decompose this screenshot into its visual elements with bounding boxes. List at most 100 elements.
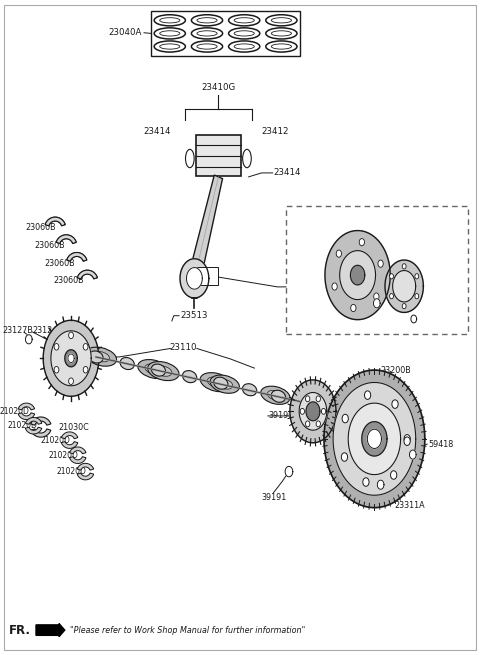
Ellipse shape xyxy=(341,453,348,461)
Ellipse shape xyxy=(359,238,364,246)
Polygon shape xyxy=(77,271,97,279)
Ellipse shape xyxy=(197,18,217,23)
Text: 23060B: 23060B xyxy=(44,259,75,268)
Ellipse shape xyxy=(316,421,321,427)
Polygon shape xyxy=(25,427,42,434)
Ellipse shape xyxy=(271,390,286,402)
Ellipse shape xyxy=(404,435,410,443)
Ellipse shape xyxy=(415,293,419,299)
Ellipse shape xyxy=(392,400,398,408)
Polygon shape xyxy=(187,268,203,289)
Bar xyxy=(151,11,300,56)
Polygon shape xyxy=(45,217,65,226)
Ellipse shape xyxy=(154,41,185,52)
Text: 23226B: 23226B xyxy=(354,316,385,326)
Ellipse shape xyxy=(92,352,109,362)
Polygon shape xyxy=(56,235,76,244)
Ellipse shape xyxy=(89,351,103,363)
Ellipse shape xyxy=(160,31,180,36)
Ellipse shape xyxy=(242,384,257,396)
Ellipse shape xyxy=(316,396,321,402)
Ellipse shape xyxy=(390,274,394,279)
Polygon shape xyxy=(377,480,384,489)
Polygon shape xyxy=(51,331,91,386)
Ellipse shape xyxy=(242,149,252,168)
Polygon shape xyxy=(340,251,375,299)
Ellipse shape xyxy=(300,409,304,415)
Text: 23040A: 23040A xyxy=(108,28,142,37)
Bar xyxy=(196,267,218,285)
Polygon shape xyxy=(77,271,97,279)
Polygon shape xyxy=(285,466,293,477)
Ellipse shape xyxy=(85,347,117,366)
Text: 23211B: 23211B xyxy=(324,226,355,235)
Ellipse shape xyxy=(415,274,419,279)
Polygon shape xyxy=(411,315,417,323)
Polygon shape xyxy=(367,429,382,449)
Polygon shape xyxy=(324,370,425,508)
Text: 23510: 23510 xyxy=(327,282,355,291)
Ellipse shape xyxy=(261,386,290,404)
Ellipse shape xyxy=(192,14,223,26)
Ellipse shape xyxy=(182,371,197,383)
Polygon shape xyxy=(373,299,380,308)
Text: 23060B: 23060B xyxy=(25,223,56,233)
Ellipse shape xyxy=(266,28,297,39)
Text: 39190A: 39190A xyxy=(269,411,300,421)
Text: 39191: 39191 xyxy=(261,493,286,502)
Text: 23110: 23110 xyxy=(169,343,197,352)
Polygon shape xyxy=(56,235,76,244)
Ellipse shape xyxy=(390,293,394,299)
Polygon shape xyxy=(362,422,387,456)
Polygon shape xyxy=(67,253,87,261)
Polygon shape xyxy=(180,259,209,298)
Polygon shape xyxy=(77,473,94,480)
Polygon shape xyxy=(18,413,35,420)
Ellipse shape xyxy=(192,28,223,39)
Ellipse shape xyxy=(185,149,194,168)
Ellipse shape xyxy=(207,377,225,387)
Ellipse shape xyxy=(160,44,180,49)
Ellipse shape xyxy=(160,18,180,23)
Ellipse shape xyxy=(374,293,379,300)
Polygon shape xyxy=(385,260,423,312)
Text: 21020D: 21020D xyxy=(7,421,37,430)
Ellipse shape xyxy=(228,41,260,52)
Ellipse shape xyxy=(197,44,217,49)
Ellipse shape xyxy=(145,364,162,374)
Text: 59418: 59418 xyxy=(429,440,454,449)
Polygon shape xyxy=(189,175,223,281)
Ellipse shape xyxy=(271,18,291,23)
Ellipse shape xyxy=(69,332,73,339)
Text: 21020D: 21020D xyxy=(41,436,71,445)
Polygon shape xyxy=(299,392,327,430)
Polygon shape xyxy=(325,231,390,320)
Ellipse shape xyxy=(234,31,254,36)
Ellipse shape xyxy=(336,250,341,257)
Text: 21020D: 21020D xyxy=(49,451,79,460)
Ellipse shape xyxy=(305,421,310,427)
Ellipse shape xyxy=(54,343,59,350)
Text: 23513: 23513 xyxy=(180,311,207,320)
Bar xyxy=(196,135,241,176)
Ellipse shape xyxy=(234,44,254,49)
Ellipse shape xyxy=(342,415,348,423)
Ellipse shape xyxy=(266,14,297,26)
Text: 23311B: 23311B xyxy=(432,287,463,296)
Ellipse shape xyxy=(402,264,406,269)
Ellipse shape xyxy=(267,390,283,400)
Text: 23131: 23131 xyxy=(71,362,96,371)
Polygon shape xyxy=(31,429,51,437)
Text: 23410G: 23410G xyxy=(201,83,236,92)
Polygon shape xyxy=(65,350,77,367)
Polygon shape xyxy=(45,217,65,226)
Ellipse shape xyxy=(364,391,371,400)
Ellipse shape xyxy=(83,367,88,373)
Polygon shape xyxy=(18,403,35,410)
Text: 23212: 23212 xyxy=(316,419,341,428)
Text: 23127B: 23127B xyxy=(2,326,33,335)
Ellipse shape xyxy=(69,378,73,384)
Text: 23200B: 23200B xyxy=(381,366,411,375)
Ellipse shape xyxy=(266,41,297,52)
Polygon shape xyxy=(25,417,42,424)
